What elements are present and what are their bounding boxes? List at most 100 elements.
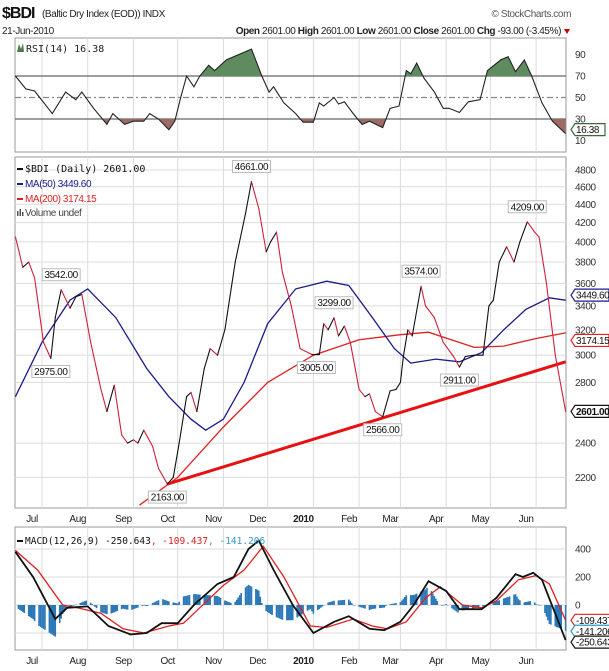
histogram-bar xyxy=(539,605,542,606)
x-tick-label: Nov xyxy=(205,514,222,525)
price-annotation: 3299.00 xyxy=(314,296,354,310)
histogram-bar xyxy=(230,602,232,605)
histogram-bar xyxy=(165,600,167,605)
macd-legend: MACD(12,26,9) -250.643, -109.437, -141.2… xyxy=(17,536,266,547)
histogram-bar xyxy=(187,595,189,605)
histogram-bar xyxy=(178,601,180,605)
histogram-bar xyxy=(378,605,381,609)
histogram-bar xyxy=(280,605,282,620)
histogram-bar xyxy=(209,595,211,605)
price-segment xyxy=(196,367,205,413)
histogram-bar xyxy=(362,605,365,609)
price-segment xyxy=(275,231,283,274)
histogram-bar xyxy=(64,605,67,610)
histogram-bar xyxy=(20,605,23,611)
price-segment xyxy=(420,285,427,307)
histogram-bar xyxy=(361,605,363,608)
histogram-bar xyxy=(163,599,166,605)
chg-value: -93.00 (-3.45%) xyxy=(498,26,562,37)
annotation-label: 2911.00 xyxy=(443,376,476,387)
x-tick-label: Nov xyxy=(205,656,222,667)
x-tick-label: Apr xyxy=(429,514,444,525)
histogram-bar xyxy=(482,605,484,607)
annotation-label: 4209.00 xyxy=(511,202,545,213)
y-tick-label: 4000 xyxy=(575,237,596,248)
histogram-bar xyxy=(91,604,93,605)
histogram-bar xyxy=(41,605,43,628)
histogram-bar xyxy=(544,605,546,613)
histogram-bar xyxy=(309,605,312,609)
histogram-bar xyxy=(564,605,567,631)
rsi-icon xyxy=(17,43,24,52)
histogram-bar xyxy=(370,605,372,610)
price-segment xyxy=(337,325,345,337)
histogram-bar xyxy=(435,598,437,605)
histogram-bar xyxy=(412,595,415,605)
histogram-bar xyxy=(144,605,147,606)
histogram-bar xyxy=(219,597,222,605)
histogram-bar xyxy=(550,605,552,625)
histogram-bar xyxy=(331,601,334,605)
annotation-box xyxy=(296,361,336,375)
svg-text:MACD(12,26,9) -250.643, -109.4: MACD(12,26,9) -250.643, -109.437, -141.2… xyxy=(25,536,266,547)
histogram-bar xyxy=(560,605,562,629)
histogram-bar xyxy=(430,591,433,605)
histogram-bar xyxy=(204,594,207,605)
value-tag-label: -250.643 xyxy=(576,638,609,649)
histogram-bar xyxy=(194,594,197,605)
histogram-bar xyxy=(89,602,92,605)
price-segment xyxy=(50,317,56,360)
x-tick-label: Sep xyxy=(115,514,132,525)
histogram-bar xyxy=(193,594,195,605)
x-tick-label: Feb xyxy=(341,656,358,667)
price-segment xyxy=(75,293,83,298)
histogram-bar xyxy=(173,602,176,605)
legend-bdi: $BDI (Daily) 2601.00 xyxy=(25,164,145,175)
histogram-bar xyxy=(182,596,185,605)
price-segment xyxy=(399,355,404,383)
price-segment xyxy=(382,390,391,418)
annotation-label: 2566.00 xyxy=(366,425,400,436)
legend-swatch-ma50 xyxy=(17,183,23,185)
high-label: High xyxy=(298,26,319,37)
histogram-bar xyxy=(545,605,548,617)
price-segment xyxy=(81,293,92,343)
histogram-bar xyxy=(224,600,226,605)
histogram-bar xyxy=(364,605,366,609)
histogram-bar xyxy=(168,601,170,605)
price-segment xyxy=(209,348,219,356)
price-annotation: 4661.00 xyxy=(231,160,271,174)
histogram-bar xyxy=(359,605,362,608)
histogram-bar xyxy=(445,604,447,605)
price-segment xyxy=(190,391,198,413)
annotation-label: 4661.00 xyxy=(235,162,269,173)
value-tag-label: -109.437 xyxy=(576,616,609,627)
y-tick-label: 3400 xyxy=(575,301,596,312)
histogram-bar xyxy=(349,601,352,605)
price-segment xyxy=(349,341,360,391)
histogram-bar xyxy=(306,605,309,611)
annotation-box xyxy=(231,160,271,174)
histogram-bar xyxy=(312,605,315,614)
down-triangle-icon xyxy=(564,29,570,34)
histogram-bar xyxy=(156,600,158,605)
price-segment xyxy=(245,181,252,214)
histogram-bar xyxy=(19,605,21,610)
price-segment xyxy=(157,467,168,485)
price-segment xyxy=(28,261,36,279)
price-plot-area xyxy=(15,181,566,506)
histogram-bar xyxy=(112,605,114,613)
histogram-bar xyxy=(502,598,505,605)
annotation-box xyxy=(507,200,547,214)
histogram-bar xyxy=(289,605,291,621)
price-segment xyxy=(442,341,455,358)
x-tick-label: 2010 xyxy=(293,514,314,525)
price-segment xyxy=(464,354,475,358)
x-tick-label: Dec xyxy=(249,514,266,525)
price-segment xyxy=(42,341,52,360)
y-tick-label: 4400 xyxy=(575,200,596,211)
histogram-bar xyxy=(30,605,33,619)
histogram-bar xyxy=(371,605,374,610)
price-annotation: 2163.00 xyxy=(147,490,187,504)
histogram-bar xyxy=(433,596,436,605)
